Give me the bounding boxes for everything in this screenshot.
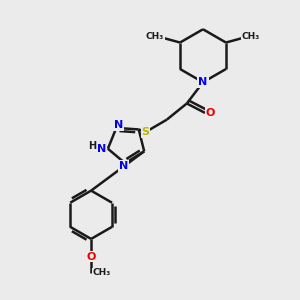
Text: CH₃: CH₃ [92,268,110,277]
Text: O: O [206,108,215,118]
Text: O: O [86,252,96,262]
Text: S: S [142,127,150,137]
Text: N: N [119,161,128,171]
Text: CH₃: CH₃ [146,32,164,41]
Text: N: N [198,77,208,87]
Text: N: N [98,144,106,154]
Text: H: H [88,141,97,152]
Text: N: N [114,120,123,130]
Text: CH₃: CH₃ [242,32,260,41]
